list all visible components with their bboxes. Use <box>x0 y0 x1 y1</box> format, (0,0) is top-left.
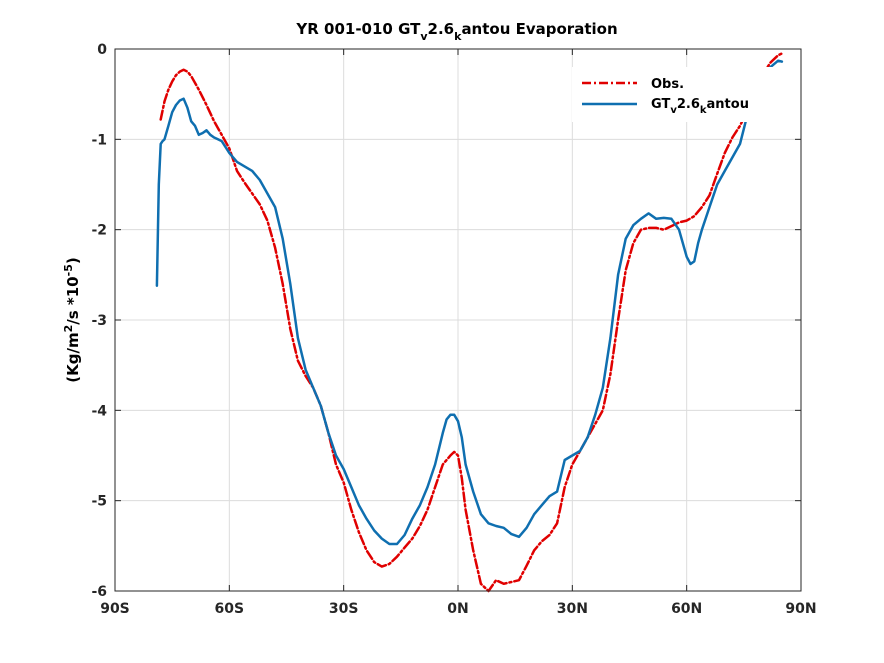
y-tick-label: -4 <box>91 403 107 419</box>
series-line-model <box>155 59 784 546</box>
y-tick-label: -5 <box>91 494 107 510</box>
y-tick-label: -3 <box>91 313 107 329</box>
x-tick-label: 90S <box>100 601 130 617</box>
legend-box <box>572 67 787 122</box>
x-tick-label: 30N <box>557 601 588 617</box>
y-axis-label: (Kg/m2/s *10-5) <box>62 257 82 382</box>
x-tick-label: 30S <box>329 601 359 617</box>
axis-ticks <box>114 48 802 592</box>
x-tick-label: 60S <box>215 601 245 617</box>
legend: Obs. GTv2.6kantou <box>572 67 787 122</box>
x-tick-label: 60N <box>671 601 702 617</box>
x-tick-label: 0N <box>447 601 468 617</box>
x-tick-label: 90N <box>785 601 816 617</box>
legend-label-obs: Obs. <box>651 77 684 92</box>
y-tick-label: -6 <box>91 584 107 600</box>
y-tick-label: -2 <box>91 223 107 239</box>
y-tick-label: -1 <box>91 132 107 148</box>
series-layer <box>155 52 784 593</box>
chart-title: YR 001-010 GTv2.6kantou Evaporation <box>295 20 617 43</box>
series-line-obs <box>159 52 784 593</box>
y-tick-labels: 0 -1 -2 -3 -4 -5 -6 <box>91 42 107 600</box>
x-tick-labels: 90S 60S 30S 0N 30N 60N 90N <box>100 601 816 617</box>
legend-label-model: GTv2.6kantou <box>651 97 749 116</box>
y-tick-label: 0 <box>97 42 107 58</box>
grid-lines <box>115 49 801 591</box>
